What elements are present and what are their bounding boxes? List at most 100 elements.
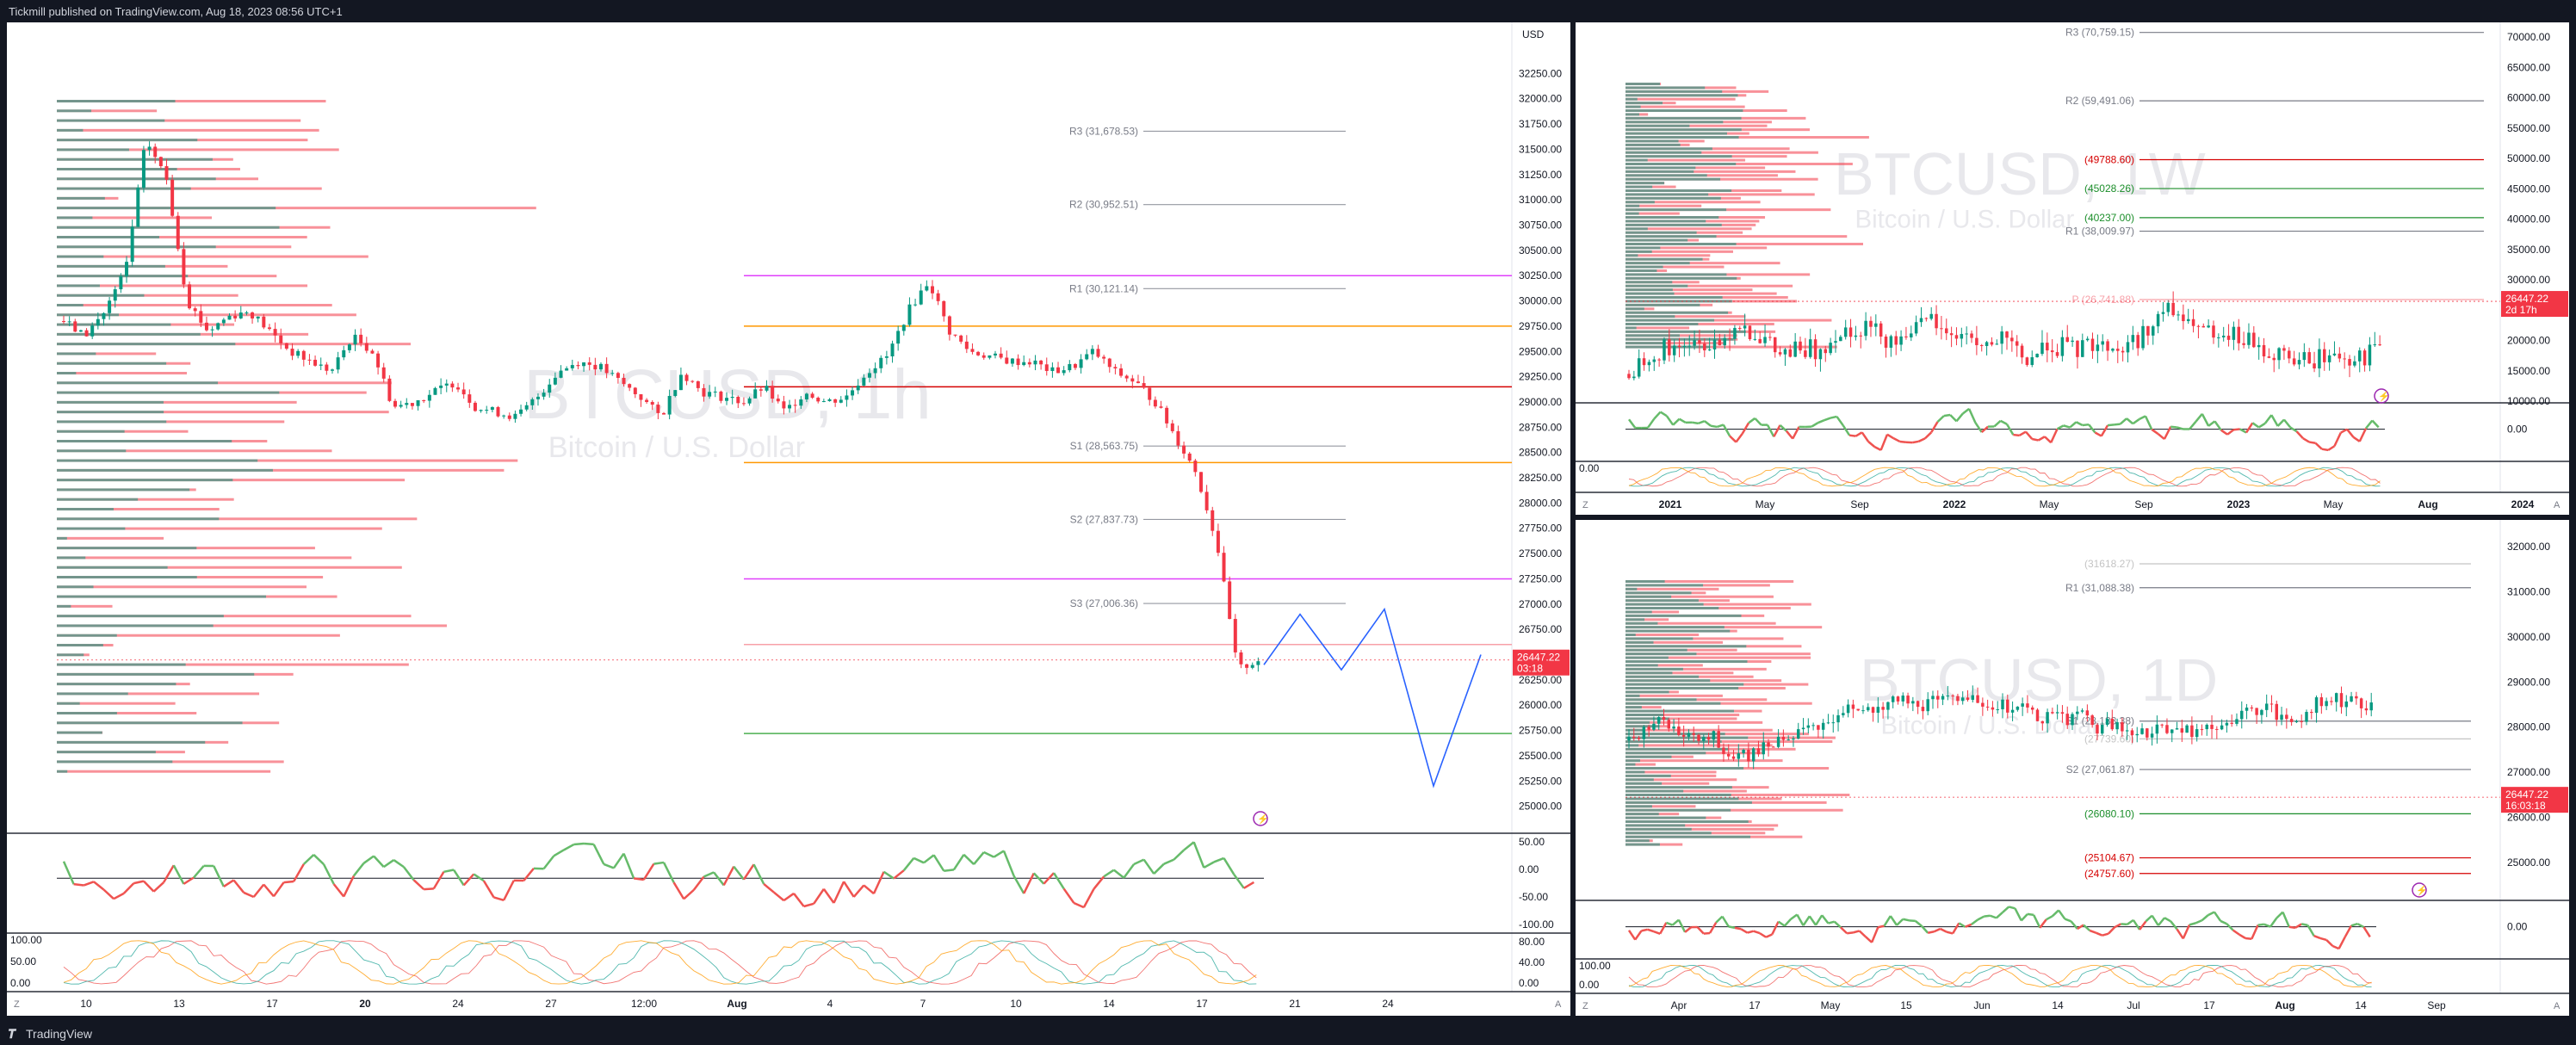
volume-profile-buy [57, 653, 84, 657]
volume-profile-buy [1625, 102, 1663, 105]
candle-body [2225, 722, 2229, 726]
pivot-label: S3 (27,006.36) [1070, 597, 1138, 609]
price-tick-label: 29000.00 [1519, 396, 1562, 408]
candle-body [2156, 313, 2160, 327]
oscillator-line [2083, 924, 2091, 932]
oscillator-line [2263, 923, 2271, 928]
volume-profile-buy [57, 372, 77, 374]
volume-profile-buy [57, 770, 68, 773]
oscillator-line [1703, 931, 1711, 935]
candle-body [542, 393, 546, 397]
price-tick-label: 26750.00 [1519, 623, 1562, 635]
volume-profile-buy [1625, 626, 1725, 629]
chart-panel-1h[interactable]: BTCUSD, 1h Bitcoin / U.S. Dollar R3 (31,67… [7, 22, 1570, 1016]
candle-body [1723, 337, 1726, 346]
oscillator-line [2308, 441, 2316, 445]
oscillator-line [2276, 418, 2285, 427]
volume-profile-buy [57, 391, 280, 394]
volume-profile-buy [1625, 591, 1692, 595]
candle-body [827, 399, 832, 402]
candle-body [1016, 358, 1020, 366]
oscillator-line [2163, 426, 2172, 440]
oscillator-line [803, 902, 814, 908]
candle-body [1182, 445, 1186, 454]
candle-body [381, 367, 386, 379]
oscillator-line [1678, 417, 1687, 424]
countdown-label: 2d 17h [2505, 304, 2537, 316]
candle-body [1876, 707, 1880, 714]
candle-body [376, 353, 381, 368]
footer-brand[interactable]: TradingView [26, 1027, 93, 1041]
candle-body [353, 334, 357, 345]
oscillator-line [252, 883, 265, 898]
price-tick-label: 26000.00 [1519, 699, 1562, 711]
volume-profile-buy [1625, 257, 1703, 261]
candle-body [725, 398, 729, 401]
volume-profile-buy [1625, 276, 1737, 280]
oscillator-line [2319, 937, 2327, 942]
oscillator-line [1771, 921, 1780, 936]
candle-body [1776, 736, 1780, 747]
candle-body [130, 226, 134, 263]
candle-body [2330, 701, 2333, 702]
candle-body [1976, 695, 1979, 703]
volume-profile-sell [1625, 706, 1662, 709]
candle-body [2065, 714, 2069, 726]
oscillator-line [1741, 422, 1750, 435]
volume-profile-buy [1625, 189, 1732, 192]
candle-body [273, 329, 277, 336]
volume-profile-buy [57, 400, 164, 404]
oscillator-tick-label: 0.00 [1519, 977, 1539, 989]
oscillator-line [2289, 426, 2298, 433]
price-tick-label: 31500.00 [1519, 143, 1562, 155]
volume-profile-buy [1625, 124, 1690, 127]
candle-body [1894, 336, 1898, 345]
candle-body [1756, 748, 1761, 755]
oscillator-line [83, 881, 95, 887]
candle-body [1677, 345, 1681, 348]
volume-profile-buy [1625, 751, 1706, 755]
candle-body [947, 316, 951, 335]
candle-body [1929, 313, 1933, 319]
volume-profile-buy [1625, 182, 1664, 185]
candle-body [662, 412, 666, 415]
price-tick-label: 55000.00 [2507, 122, 2550, 134]
price-tick-label: 28250.00 [1519, 472, 1562, 484]
oscillator-line [1646, 417, 1656, 429]
oscillator-line [1909, 919, 1916, 923]
volume-profile-buy [57, 663, 186, 666]
chart-panel-1d[interactable]: BTCUSD, 1D Bitcoin / U.S. Dollar (31618.27… [1576, 520, 2569, 1016]
time-tick-label: Aug [2275, 999, 2294, 1011]
oscillator-line [1032, 872, 1045, 885]
candle-body [890, 343, 895, 357]
volume-profile-sell [1625, 720, 1763, 724]
auto-scale-button: A [2554, 1001, 2561, 1011]
oscillator-line [93, 881, 105, 891]
candle-body [2323, 349, 2326, 362]
chart-panel-1w[interactable]: BTCUSD, 1W Bitcoin / U.S. Dollar R3 (70,75… [1576, 22, 2569, 515]
volume-profile-buy [1625, 614, 1742, 617]
candle-body [158, 157, 163, 167]
oscillator-line [2214, 420, 2222, 431]
candle-body [610, 373, 615, 374]
volume-profile-buy [1625, 827, 1692, 831]
volume-profile-sell [1625, 637, 1784, 640]
volume-profile-sell [1625, 603, 1811, 606]
oscillator-line [2056, 424, 2065, 430]
last-price-badge [2501, 787, 2568, 813]
candle-body [1687, 733, 1691, 737]
candle-body [788, 405, 792, 409]
oscillator-line [1659, 922, 1668, 935]
candle-body [776, 399, 780, 402]
oscillator-line [2371, 419, 2380, 429]
volume-profile-sell [1625, 136, 1869, 139]
candle-body [1668, 339, 1671, 356]
candle-body [1854, 335, 1858, 337]
oscillator-line [2151, 428, 2159, 436]
volume-profile-sell [57, 712, 197, 714]
oscillator-line [293, 863, 305, 882]
oscillator-line [1930, 421, 1939, 433]
